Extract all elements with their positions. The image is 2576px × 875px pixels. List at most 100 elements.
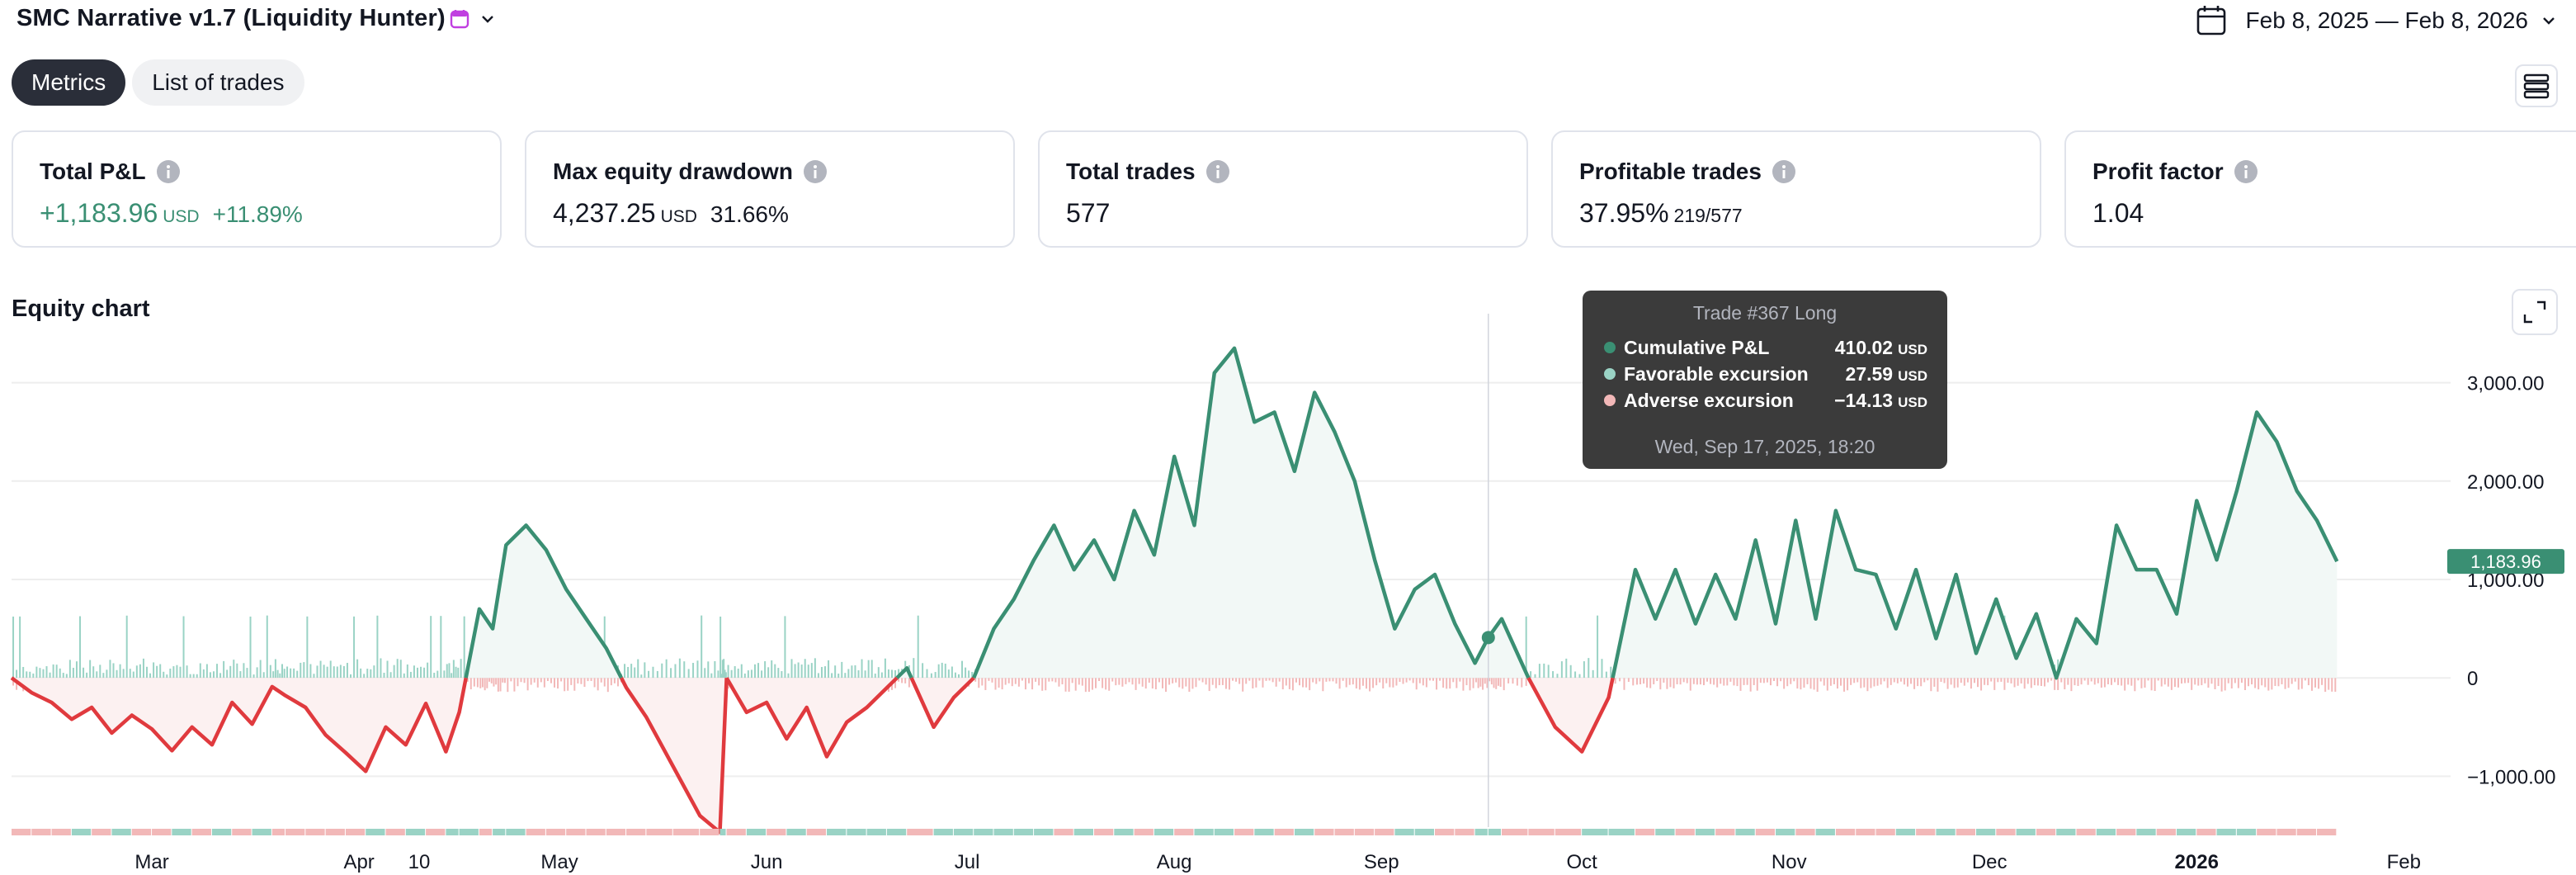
tab-metrics[interactable]: Metrics (12, 59, 126, 106)
trade-strip-segment (1334, 829, 1354, 835)
trade-strip-segment (1635, 829, 1655, 835)
trade-strip-segment (1916, 829, 1936, 835)
drawdown-bar (1659, 678, 1662, 690)
drawdown-bar (1903, 678, 1905, 685)
trade-strip-segment (325, 829, 345, 835)
drawdown-bar (1783, 678, 1786, 689)
metric-unit: USD (163, 207, 200, 226)
drawdown-bar (479, 678, 482, 688)
trade-strip-segment (1254, 829, 1274, 835)
drawdown-bar (1840, 678, 1842, 686)
drawdown-bar (1883, 678, 1885, 682)
trade-strip-segment (152, 829, 172, 835)
info-icon[interactable] (1772, 159, 1796, 184)
calendar-badge-icon[interactable] (449, 8, 470, 30)
drawdown-bar (1713, 678, 1715, 685)
run-up-bar (326, 666, 328, 679)
drawdown-bar (499, 678, 502, 692)
run-up-bar (961, 660, 964, 679)
x-tick-label: Sep (1364, 851, 1399, 873)
trade-strip-segment (1956, 829, 1975, 835)
info-icon[interactable] (803, 159, 828, 184)
run-up-bar (430, 616, 432, 679)
run-up-bar (156, 665, 158, 679)
info-icon[interactable] (2234, 159, 2258, 184)
trade-strip-segment (385, 829, 405, 835)
drawdown-bar (1004, 678, 1007, 685)
drawdown-bar (1679, 678, 1682, 685)
drawdown-bar (2297, 678, 2300, 690)
drawdown-bar (2173, 678, 2176, 688)
run-up-bar (1605, 671, 1607, 679)
drawdown-bar (1375, 678, 1378, 686)
run-up-bar (169, 668, 172, 679)
run-up-bar (747, 670, 749, 679)
run-up-bar (366, 669, 369, 679)
run-up-bar (342, 665, 345, 679)
drawdown-bar (2144, 678, 2146, 688)
drawdown-bar (2017, 678, 2019, 686)
layout-button[interactable] (2515, 64, 2558, 107)
run-up-bar (451, 673, 453, 679)
trade-strip-segment (252, 829, 271, 835)
drawdown-bar (2184, 678, 2187, 683)
drawdown-bar (1525, 678, 1527, 686)
run-up-bar (75, 661, 78, 679)
drawdown-bar (2237, 678, 2239, 688)
drawdown-bar (1766, 678, 1768, 683)
drawdown-bar (1035, 678, 1037, 682)
run-up-bar (192, 674, 195, 679)
chevron-down-icon[interactable] (479, 10, 497, 28)
run-up-bar (316, 665, 318, 679)
info-icon[interactable] (156, 159, 181, 184)
date-range-selector[interactable]: Feb 8, 2025 — Feb 8, 2026 (2195, 0, 2558, 41)
run-up-bar (49, 672, 51, 679)
drawdown-bar (1235, 678, 1238, 682)
run-up-bar (249, 616, 252, 679)
run-up-bar (824, 666, 827, 679)
drawdown-bar (1252, 678, 1254, 688)
trade-strip-segment (1975, 829, 1996, 835)
drawdown-bar (1449, 678, 1451, 689)
trade-strip-segment (866, 829, 886, 835)
drawdown-bar (1759, 678, 1762, 683)
drawdown-bar (1045, 678, 1047, 691)
drawdown-bar (1224, 678, 1227, 689)
drawdown-bar (894, 678, 897, 688)
rows-layout-icon (2523, 73, 2550, 99)
run-up-bar (781, 671, 783, 679)
drawdown-bar (540, 678, 542, 683)
run-up-bar (309, 664, 312, 679)
drawdown-bar (570, 678, 573, 685)
drawdown-bar (1084, 678, 1087, 693)
trade-strip-segment (172, 829, 191, 835)
drawdown-bar (1663, 678, 1665, 683)
info-icon[interactable] (1205, 159, 1230, 184)
run-up-bar (336, 666, 338, 679)
strategy-title[interactable]: SMC Narrative v1.7 (Liquidity Hunter) (17, 5, 446, 31)
run-up-bar (163, 671, 165, 679)
equity-line-positive (464, 523, 624, 679)
drawdown-bar (1379, 678, 1381, 683)
drawdown-bar (1041, 678, 1044, 691)
drawdown-bar (573, 678, 576, 691)
drawdown-bar (2267, 678, 2270, 691)
drawdown-bar (1720, 678, 1722, 684)
drawdown-bar (1873, 678, 1875, 687)
tab-list-of-trades[interactable]: List of trades (132, 59, 304, 106)
run-up-bar (219, 673, 222, 679)
drawdown-bar (1847, 678, 1849, 691)
run-up-bar (968, 670, 970, 679)
drawdown-bar (1412, 678, 1414, 683)
run-up-bar (223, 660, 225, 679)
drawdown-bar (1031, 678, 1034, 690)
drawdown-bar (1312, 678, 1314, 683)
run-up-bar (854, 665, 856, 679)
drawdown-bar (1111, 678, 1114, 682)
equity-chart[interactable]: −1,000.0001,000.002,000.003,000.001,183.… (0, 281, 2576, 875)
drawdown-bar (1205, 678, 1207, 685)
expand-button[interactable] (2512, 289, 2558, 335)
drawdown-bar (2010, 678, 2012, 683)
run-up-bar (913, 658, 915, 679)
drawdown-bar (1913, 678, 1916, 689)
